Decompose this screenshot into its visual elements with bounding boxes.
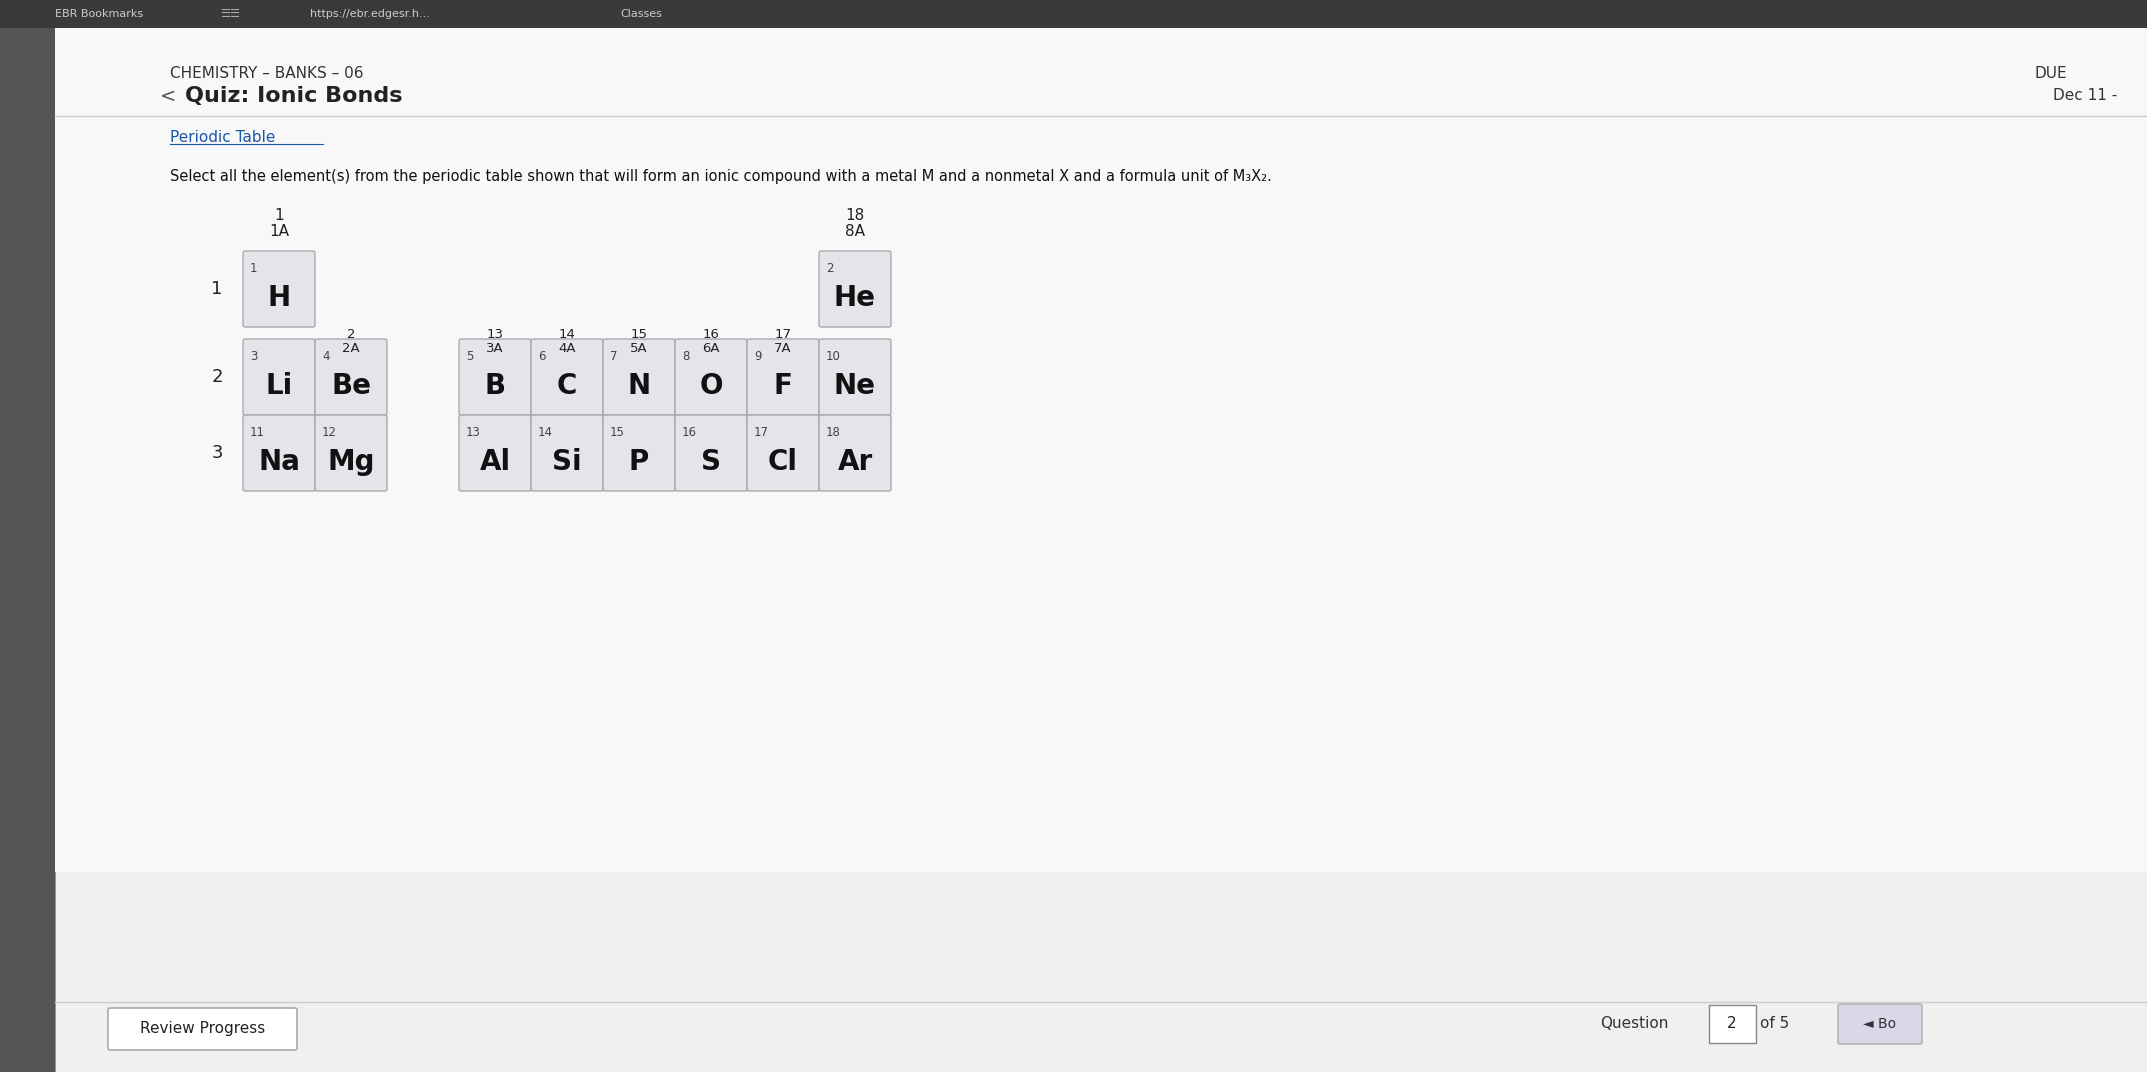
Text: 12: 12 — [322, 427, 337, 440]
FancyBboxPatch shape — [530, 415, 603, 491]
Bar — [56, 28, 2147, 872]
FancyBboxPatch shape — [818, 339, 891, 415]
FancyBboxPatch shape — [674, 339, 747, 415]
Text: Select all the element(s) from the periodic table shown that will form an ionic : Select all the element(s) from the perio… — [170, 168, 1271, 183]
Text: Periodic Table: Periodic Table — [170, 131, 275, 146]
Text: Ar: Ar — [837, 448, 872, 476]
FancyBboxPatch shape — [316, 415, 386, 491]
Text: He: He — [833, 284, 876, 312]
Text: Quiz: Ionic Bonds: Quiz: Ionic Bonds — [185, 86, 401, 106]
Text: 13: 13 — [487, 328, 505, 342]
Text: 2: 2 — [1726, 1016, 1737, 1031]
FancyBboxPatch shape — [243, 415, 316, 491]
Text: 1A: 1A — [268, 223, 290, 238]
FancyBboxPatch shape — [603, 339, 674, 415]
Bar — [0, 28, 56, 1072]
Text: Dec 11 -: Dec 11 - — [2053, 89, 2117, 104]
Text: 17: 17 — [775, 328, 792, 342]
Text: 10: 10 — [827, 351, 842, 363]
Text: Al: Al — [479, 448, 511, 476]
Text: O: O — [700, 372, 724, 400]
Text: 6: 6 — [539, 351, 545, 363]
FancyBboxPatch shape — [747, 415, 818, 491]
Text: CHEMISTRY – BANKS – 06: CHEMISTRY – BANKS – 06 — [170, 65, 363, 80]
Text: 14: 14 — [558, 328, 575, 342]
Text: H: H — [268, 284, 290, 312]
Text: Be: Be — [331, 372, 371, 400]
Text: 18: 18 — [846, 208, 865, 223]
Text: Cl: Cl — [769, 448, 799, 476]
Text: 16: 16 — [702, 328, 719, 342]
Text: 13: 13 — [466, 427, 481, 440]
Text: 16: 16 — [683, 427, 698, 440]
Text: 14: 14 — [539, 427, 554, 440]
Text: 2: 2 — [348, 328, 354, 342]
Text: Review Progress: Review Progress — [140, 1022, 264, 1037]
FancyBboxPatch shape — [1709, 1006, 1756, 1043]
Text: Ne: Ne — [833, 372, 876, 400]
Text: Question: Question — [1600, 1016, 1668, 1031]
Text: N: N — [627, 372, 651, 400]
Text: 5: 5 — [466, 351, 472, 363]
FancyBboxPatch shape — [747, 339, 818, 415]
FancyBboxPatch shape — [316, 339, 386, 415]
Text: Li: Li — [266, 372, 292, 400]
Text: Si: Si — [552, 448, 582, 476]
FancyBboxPatch shape — [818, 251, 891, 327]
Text: ☰☰: ☰☰ — [219, 9, 240, 19]
FancyBboxPatch shape — [603, 415, 674, 491]
Text: DUE: DUE — [2035, 65, 2068, 80]
Text: 1: 1 — [275, 208, 283, 223]
Text: 1: 1 — [210, 280, 223, 298]
Text: https://ebr.edgesr.h...: https://ebr.edgesr.h... — [309, 9, 429, 19]
Text: 6A: 6A — [702, 342, 719, 356]
FancyBboxPatch shape — [530, 339, 603, 415]
Text: S: S — [702, 448, 721, 476]
FancyBboxPatch shape — [107, 1008, 296, 1049]
Text: 3A: 3A — [485, 342, 505, 356]
Text: 7A: 7A — [775, 342, 792, 356]
Text: F: F — [773, 372, 792, 400]
Text: 17: 17 — [754, 427, 769, 440]
FancyBboxPatch shape — [818, 415, 891, 491]
Text: Na: Na — [258, 448, 301, 476]
Text: <: < — [161, 87, 176, 105]
Text: 1: 1 — [249, 263, 258, 276]
Text: 3: 3 — [210, 444, 223, 462]
Text: 15: 15 — [610, 427, 625, 440]
Text: 8: 8 — [683, 351, 689, 363]
Text: 11: 11 — [249, 427, 264, 440]
Text: 2A: 2A — [341, 342, 361, 356]
Text: 4A: 4A — [558, 342, 575, 356]
Text: 2: 2 — [210, 368, 223, 386]
Text: Classes: Classes — [620, 9, 661, 19]
Text: C: C — [556, 372, 578, 400]
Text: ◄ Bo: ◄ Bo — [1864, 1017, 1896, 1031]
Text: B: B — [485, 372, 505, 400]
Text: 4: 4 — [322, 351, 328, 363]
Text: 7: 7 — [610, 351, 618, 363]
Text: 15: 15 — [631, 328, 648, 342]
Text: EBR Bookmarks: EBR Bookmarks — [56, 9, 144, 19]
Text: Mg: Mg — [326, 448, 376, 476]
Text: 8A: 8A — [846, 223, 865, 238]
Text: P: P — [629, 448, 648, 476]
FancyBboxPatch shape — [459, 339, 530, 415]
FancyBboxPatch shape — [243, 251, 316, 327]
Text: 3: 3 — [249, 351, 258, 363]
FancyBboxPatch shape — [674, 415, 747, 491]
Text: 18: 18 — [827, 427, 842, 440]
Text: 2: 2 — [827, 263, 833, 276]
Text: of 5: of 5 — [1761, 1016, 1788, 1031]
FancyBboxPatch shape — [459, 415, 530, 491]
FancyBboxPatch shape — [1838, 1004, 1922, 1044]
FancyBboxPatch shape — [243, 339, 316, 415]
Text: 9: 9 — [754, 351, 762, 363]
Text: 5A: 5A — [631, 342, 648, 356]
